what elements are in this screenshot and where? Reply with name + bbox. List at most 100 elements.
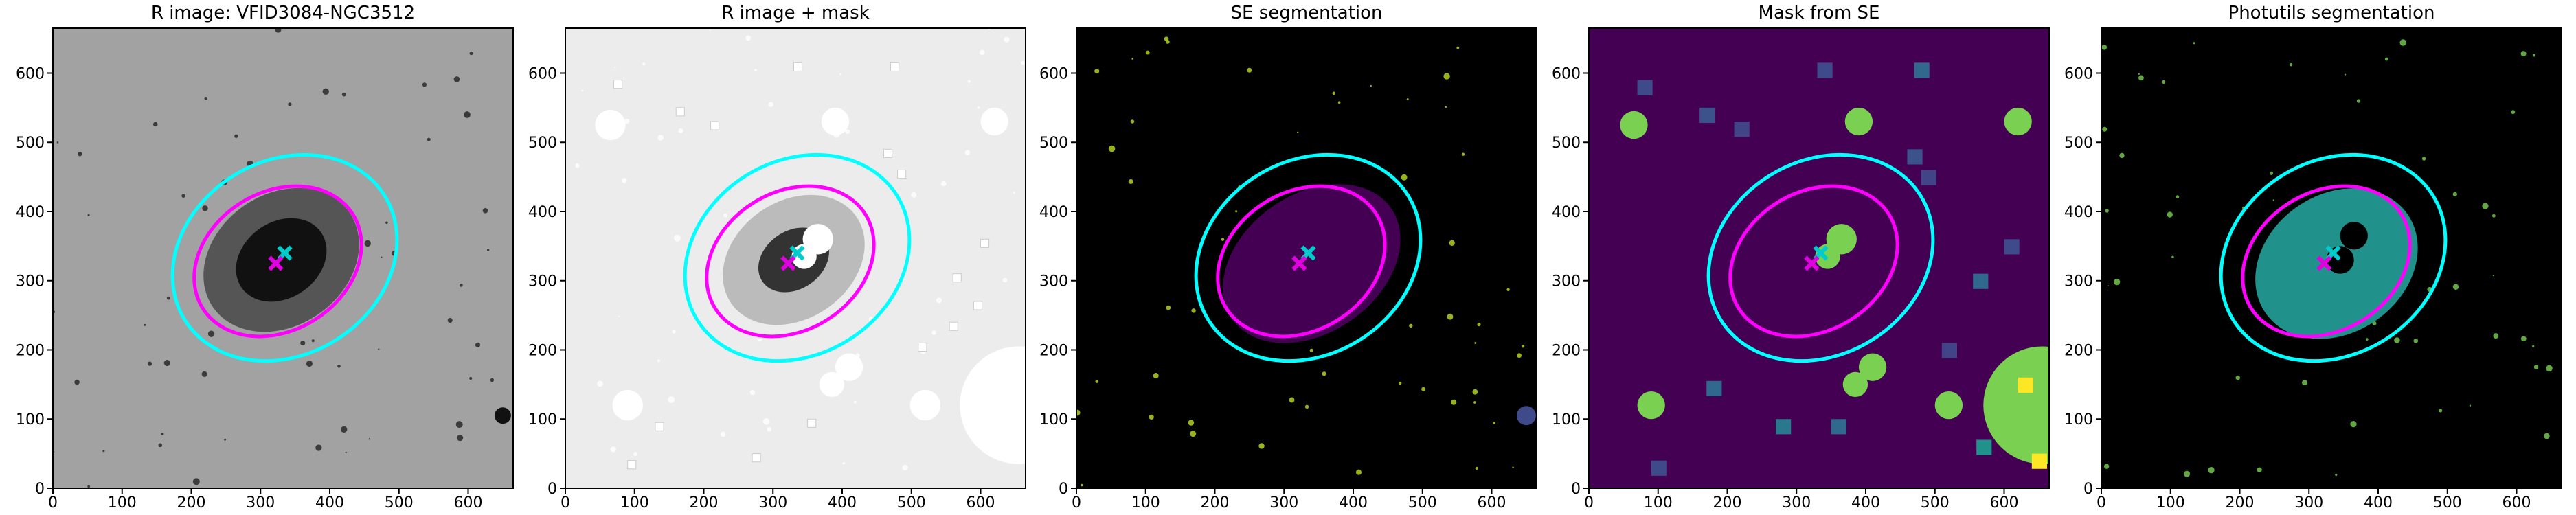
y-tick-label: 500 xyxy=(16,135,45,152)
speck xyxy=(839,73,841,76)
speck xyxy=(581,89,584,92)
y-tick-label: 600 xyxy=(1552,65,1581,82)
y-tick-label: 100 xyxy=(1552,411,1581,428)
speck xyxy=(709,29,711,31)
speck xyxy=(2372,321,2377,325)
speck xyxy=(2113,278,2121,286)
speck xyxy=(2301,380,2307,386)
speck xyxy=(767,427,772,432)
speck xyxy=(2208,466,2215,474)
mask-box xyxy=(1706,380,1722,396)
speck xyxy=(74,379,80,385)
speck xyxy=(2344,73,2347,76)
mask-circle xyxy=(909,389,941,421)
speck xyxy=(621,178,627,183)
speck xyxy=(2138,73,2140,75)
center-marker xyxy=(1804,255,1820,271)
mask-box xyxy=(890,62,900,71)
speck xyxy=(2544,433,2550,439)
speck xyxy=(618,315,620,317)
mask-box xyxy=(807,418,817,428)
speck xyxy=(378,348,380,350)
speck xyxy=(1517,353,1522,358)
axes-frame xyxy=(2101,27,2562,489)
speck xyxy=(300,341,306,346)
y-tick-label: 200 xyxy=(2064,342,2093,359)
speck xyxy=(2421,157,2426,161)
speck xyxy=(2413,339,2419,343)
y-tick-label: 100 xyxy=(528,411,557,428)
panel-title: Mask from SE xyxy=(1759,3,1880,23)
speck xyxy=(853,400,857,404)
speck xyxy=(2533,54,2535,57)
inner-ellipse xyxy=(1216,184,1387,339)
y-tick-label: 200 xyxy=(528,342,557,359)
speck xyxy=(2452,284,2459,290)
speck xyxy=(1128,179,1133,184)
speck xyxy=(315,444,322,451)
mask-circle xyxy=(1858,353,1887,381)
x-tick-label: 400 xyxy=(1851,494,1880,512)
speck xyxy=(2366,338,2369,341)
panel xyxy=(565,28,1026,488)
panel-title: SE segmentation xyxy=(1231,3,1383,23)
speck xyxy=(2184,470,2191,477)
speck xyxy=(2533,365,2539,369)
y-tick-label: 500 xyxy=(528,135,557,152)
speck xyxy=(2289,63,2293,67)
mask-box xyxy=(897,170,907,179)
x-tick-label: 400 xyxy=(1339,494,1368,512)
speck xyxy=(2493,333,2499,339)
speck xyxy=(1258,443,1265,449)
x-tick-label: 400 xyxy=(828,494,857,512)
speck xyxy=(1153,373,1159,379)
y-tick-label: 300 xyxy=(1039,273,1068,290)
y-tick-label: 600 xyxy=(2064,65,2093,82)
mask-box xyxy=(613,80,623,89)
speck xyxy=(2350,420,2357,428)
speck xyxy=(56,141,59,144)
speck xyxy=(341,426,348,433)
x-tick-label: 300 xyxy=(2294,494,2323,512)
speck xyxy=(1401,174,1408,181)
mask-circle xyxy=(980,107,1008,136)
speck xyxy=(337,365,341,368)
center-marker xyxy=(268,255,284,271)
speck xyxy=(911,192,917,198)
speck xyxy=(1188,420,1195,426)
mask-circle xyxy=(1983,346,2049,464)
panel xyxy=(1589,28,2049,488)
mask-box xyxy=(1914,62,1930,78)
speck xyxy=(469,376,473,380)
y-tick-label: 600 xyxy=(16,65,45,82)
y-tick-label: 0 xyxy=(1571,481,1581,498)
speck xyxy=(2511,110,2516,115)
speck xyxy=(1477,322,1481,327)
mask-box xyxy=(1734,122,1750,137)
speck xyxy=(1447,313,1454,320)
speck xyxy=(1355,469,1362,475)
speck xyxy=(368,438,371,440)
speck xyxy=(2162,80,2166,84)
speck xyxy=(207,330,215,337)
speck xyxy=(469,52,473,56)
speck xyxy=(931,330,936,335)
panel-title: R image: VFID3084-NGC3512 xyxy=(151,3,415,23)
speck xyxy=(181,194,185,198)
speck xyxy=(158,443,163,448)
speck xyxy=(1451,399,1457,405)
speck xyxy=(1409,323,1413,328)
speck xyxy=(2119,152,2125,159)
speck xyxy=(1449,240,1455,247)
x-tick-label: 0 xyxy=(561,494,570,512)
speck xyxy=(723,213,728,218)
speck xyxy=(762,417,770,425)
y-tick-label: 100 xyxy=(1039,411,1068,428)
speck xyxy=(1297,131,1299,134)
speck xyxy=(144,323,146,326)
speck xyxy=(275,28,282,33)
speck xyxy=(147,361,152,366)
mask-circle xyxy=(1637,391,1665,420)
x-tick-label: 200 xyxy=(1201,494,1230,512)
speck xyxy=(166,296,170,300)
